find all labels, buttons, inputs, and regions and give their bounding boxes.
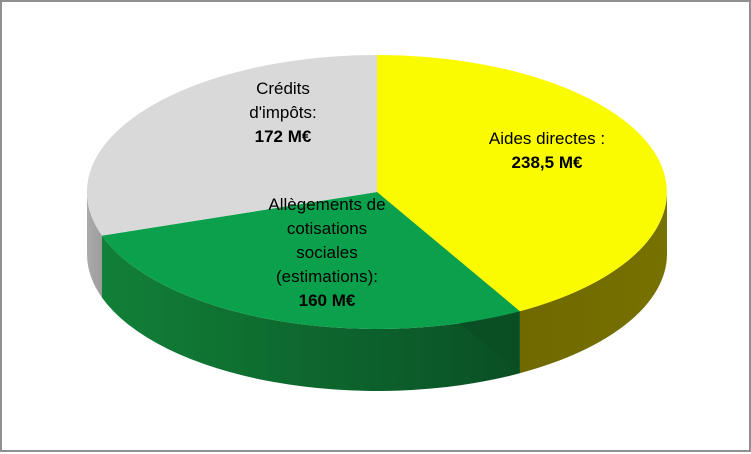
slice-label-text: d'impôts: [249,103,317,122]
pie-slice-top-2[interactable] [86,54,377,236]
pie-slice-side-1 [102,235,520,391]
pie-slice-top-1[interactable] [102,192,520,329]
slice-label-text: Crédits [256,79,310,98]
slice-label-text: (estimations): [275,267,379,286]
slice-label-text: sociales [296,243,358,262]
slice-label-text: Aides directes : [488,129,606,148]
slice-label-aides-directes[interactable]: Aides directes : 238,5 M€ [489,127,605,175]
slice-value-text: 238,5 M€ [511,153,583,172]
slice-label-credits-impots[interactable]: Crédits d'impôts: 172 M€ [249,77,317,149]
slice-label-allegements[interactable]: Allègements de cotisations sociales (est… [268,193,385,313]
slice-value-text: 172 M€ [254,127,312,146]
slice-value-text: 160 M€ [298,291,356,310]
slice-label-text: Allègements de [268,195,386,214]
slice-label-text: cotisations [286,219,368,238]
pie-slice-side-0 [519,192,667,374]
pie-slice-side-2 [86,192,102,298]
pie-slice-top-0[interactable] [377,55,667,312]
